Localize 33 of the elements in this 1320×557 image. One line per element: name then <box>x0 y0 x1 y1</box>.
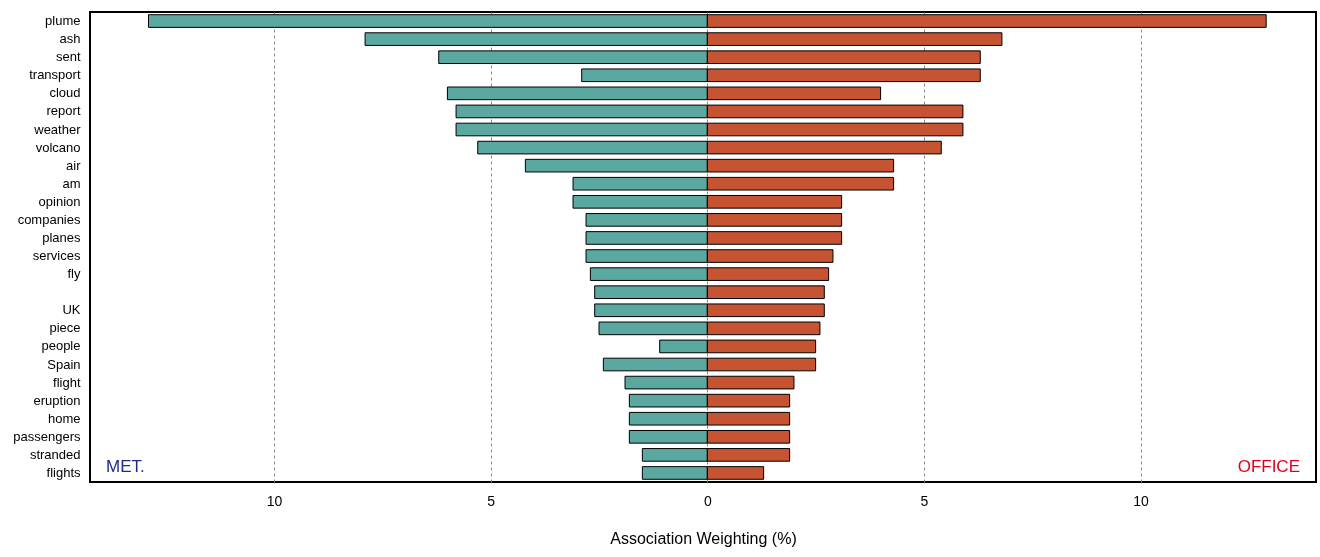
y-tick-label: cloud <box>49 85 81 101</box>
x-tick-label: 0 <box>703 492 712 509</box>
x-tick-label: 10 <box>266 492 283 509</box>
y-tick-label: am <box>62 175 81 191</box>
y-tick-label: flight <box>53 374 81 390</box>
y-tick-label: passengers <box>13 428 81 444</box>
y-tick-label: companies <box>17 211 81 227</box>
y-tick-label: volcano <box>35 139 81 155</box>
y-tick-label: weather <box>33 121 82 137</box>
x-tick-label: 5 <box>487 492 496 509</box>
y-tick-label: eruption <box>33 392 81 408</box>
x-axis-title: Association Weighting (%) <box>610 529 797 547</box>
annotation: OFFICE <box>1237 457 1300 476</box>
y-tick-label: ash <box>59 31 81 47</box>
y-tick-label: sent <box>55 49 81 65</box>
y-tick-label: UK <box>62 302 81 318</box>
annotation: MET. <box>106 457 145 476</box>
x-tick-label: 5 <box>920 492 929 509</box>
y-tick-label: planes <box>42 229 81 245</box>
y-tick-label: opinion <box>38 193 81 209</box>
y-tick-label: services <box>32 248 81 264</box>
y-tick-label: transport <box>29 67 81 83</box>
y-tick-label: fly <box>67 266 81 282</box>
x-tick-label: 10 <box>1133 492 1150 509</box>
y-tick-label: flights <box>46 464 81 480</box>
y-tick-label: home <box>47 410 81 426</box>
y-tick-label: plume <box>45 13 81 29</box>
y-tick-label: stranded <box>29 446 81 462</box>
y-tick-label: Spain <box>47 356 81 372</box>
y-tick-label: piece <box>49 320 81 336</box>
y-tick-label: air <box>66 157 82 173</box>
y-tick-label: report <box>46 103 81 119</box>
y-tick-label: people <box>41 338 81 354</box>
